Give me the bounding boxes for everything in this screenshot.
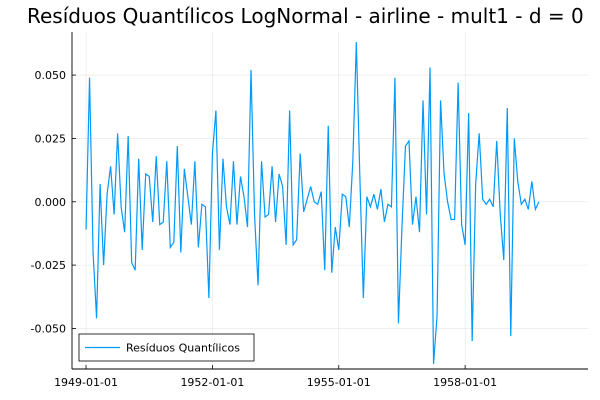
y-tick-label: -0.050	[31, 322, 66, 335]
y-tick-label: 0.025	[35, 132, 67, 145]
x-tick-label: 1958-01-01	[433, 376, 497, 389]
x-tick-label: 1955-01-01	[307, 376, 371, 389]
axes	[71, 32, 588, 370]
y-tick-label: -0.025	[31, 259, 66, 272]
y-axis-ticks: 0.050 0.025 0.000 -0.025 -0.050	[31, 69, 76, 335]
legend-label: Resíduos Quantílicos	[126, 342, 240, 355]
series-line-residuos-quantilicos	[85, 42, 540, 364]
x-tick-label: 1949-01-01	[54, 376, 118, 389]
x-tick-label: 1952-01-01	[180, 376, 244, 389]
chart-title: Resíduos Quantílicos LogNormal - airline…	[27, 4, 584, 28]
y-tick-label: 0.000	[35, 196, 67, 209]
y-tick-label: 0.050	[35, 69, 67, 82]
legend: Resíduos Quantílicos	[78, 333, 255, 362]
x-axis-ticks: 1949-01-01 1952-01-01 1955-01-01 1958-01-01	[54, 365, 497, 389]
